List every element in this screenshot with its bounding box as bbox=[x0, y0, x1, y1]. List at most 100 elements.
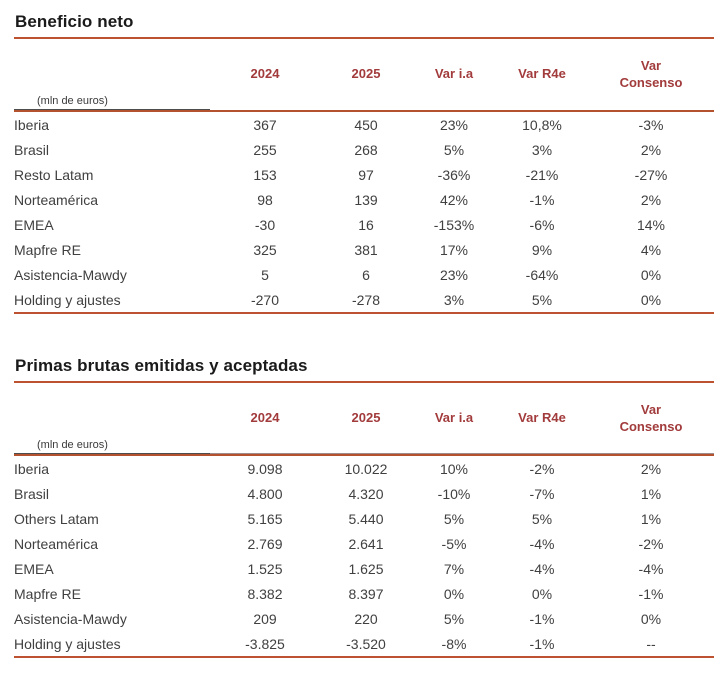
table-row: EMEA -30 16 -153% -6% 14% bbox=[14, 212, 714, 237]
cell-value: 23% bbox=[439, 116, 469, 133]
row-label: Brasil bbox=[14, 485, 50, 502]
cell-value: 8.382 bbox=[247, 585, 283, 602]
cell-value: 0% bbox=[531, 585, 553, 602]
cell-value: 1.525 bbox=[247, 560, 283, 577]
table-row: Resto Latam 153 97 -36% -21% -27% bbox=[14, 162, 714, 187]
cell-value: -153% bbox=[433, 216, 475, 233]
cell-value: 268 bbox=[354, 141, 378, 158]
cell-value: -8% bbox=[412, 631, 496, 658]
row-label: Brasil bbox=[14, 141, 50, 158]
cell-value: 10,8% bbox=[522, 116, 562, 133]
cell-value: -7% bbox=[529, 485, 555, 502]
cell-value: 9.098 bbox=[247, 460, 283, 477]
table-row: Holding y ajustes -270 -278 3% 5% 0% bbox=[14, 287, 714, 314]
column-header-2025: 2025 bbox=[320, 39, 412, 112]
table-row: EMEA 1.525 1.625 7% -4% -4% bbox=[14, 556, 714, 581]
cell-value: 450 bbox=[354, 116, 378, 133]
cell-value: -1% bbox=[529, 191, 555, 208]
table-body: Iberia 9.098 10.022 10% -2% 2% Brasil 4.… bbox=[14, 455, 714, 658]
cell-value: 1% bbox=[640, 485, 662, 502]
cell-value: -4% bbox=[529, 560, 555, 577]
row-label: Holding y ajustes bbox=[14, 287, 210, 314]
table-header: (mln de euros) 2024 2025 Var i.a Var R4e… bbox=[14, 383, 714, 456]
cell-value: 5% bbox=[531, 510, 553, 527]
cell-value: -1% bbox=[496, 631, 588, 658]
cell-value: 8.397 bbox=[348, 585, 384, 602]
cell-value: -30 bbox=[254, 216, 276, 233]
cell-value: 97 bbox=[358, 166, 374, 183]
table-row: Iberia 367 450 23% 10,8% -3% bbox=[14, 111, 714, 137]
cell-value: 5% bbox=[443, 510, 465, 527]
table-body: Iberia 367 450 23% 10,8% -3% Brasil 255 … bbox=[14, 111, 714, 314]
cell-value: 0% bbox=[443, 585, 465, 602]
cell-value: 6 bbox=[362, 266, 370, 283]
cell-value: 16 bbox=[358, 216, 374, 233]
cell-value: 0% bbox=[640, 266, 662, 283]
cell-value: 2% bbox=[640, 191, 662, 208]
column-header-2024: 2024 bbox=[210, 39, 320, 112]
cell-value: 255 bbox=[253, 141, 277, 158]
cell-value: -3.520 bbox=[320, 631, 412, 658]
table-row: Iberia 9.098 10.022 10% -2% 2% bbox=[14, 455, 714, 481]
section-primas-brutas: Primas brutas emitidas y aceptadas (mln … bbox=[14, 354, 714, 658]
table-row: Norteamérica 2.769 2.641 -5% -4% -2% bbox=[14, 531, 714, 556]
cell-value: 4.800 bbox=[247, 485, 283, 502]
table-row: Brasil 255 268 5% 3% 2% bbox=[14, 137, 714, 162]
cell-value: 2% bbox=[640, 460, 662, 477]
cell-value: -6% bbox=[529, 216, 555, 233]
column-header-var-r4e: Var R4e bbox=[496, 383, 588, 456]
cell-value: -2% bbox=[638, 535, 664, 552]
cell-value: 153 bbox=[253, 166, 277, 183]
cell-value: 1% bbox=[640, 510, 662, 527]
cell-value: 209 bbox=[253, 610, 277, 627]
row-label: Mapfre RE bbox=[14, 241, 81, 258]
cell-value: -1% bbox=[638, 585, 664, 602]
cell-value: 1.625 bbox=[348, 560, 384, 577]
cell-value: -270 bbox=[210, 287, 320, 314]
cell-value: 2.641 bbox=[348, 535, 384, 552]
cell-value: 0% bbox=[640, 610, 662, 627]
cell-value: 4% bbox=[640, 241, 662, 258]
row-label: Norteamérica bbox=[14, 191, 99, 208]
cell-value: 5.440 bbox=[348, 510, 384, 527]
row-label: Asistencia-Mawdy bbox=[14, 610, 127, 627]
cell-value: -5% bbox=[441, 535, 467, 552]
cell-value: -278 bbox=[320, 287, 412, 314]
row-label: Iberia bbox=[14, 460, 50, 477]
cell-value: 7% bbox=[443, 560, 465, 577]
row-label: Resto Latam bbox=[14, 166, 94, 183]
row-label: Asistencia-Mawdy bbox=[14, 266, 127, 283]
cell-value: 9% bbox=[531, 241, 553, 258]
row-label: Others Latam bbox=[14, 510, 99, 527]
cell-value: 325 bbox=[253, 241, 277, 258]
table-row: Mapfre RE 8.382 8.397 0% 0% -1% bbox=[14, 581, 714, 606]
cell-value: -3% bbox=[638, 116, 664, 133]
page: Beneficio neto (mln de euros) 2024 2025 … bbox=[14, 12, 714, 658]
cell-value: -3.825 bbox=[210, 631, 320, 658]
row-label: Norteamérica bbox=[14, 535, 99, 552]
table-row: Holding y ajustes -3.825 -3.520 -8% -1% … bbox=[14, 631, 714, 658]
cell-value: 42% bbox=[439, 191, 469, 208]
cell-value: 220 bbox=[354, 610, 378, 627]
cell-value: 23% bbox=[439, 266, 469, 283]
column-header-2024: 2024 bbox=[210, 383, 320, 456]
cell-value: 5% bbox=[443, 610, 465, 627]
row-label: Mapfre RE bbox=[14, 585, 81, 602]
cell-value: -36% bbox=[437, 166, 471, 183]
cell-value: 10.022 bbox=[344, 460, 388, 477]
column-header-var-consenso: Var Consenso bbox=[588, 39, 714, 112]
cell-value: 3% bbox=[412, 287, 496, 314]
table-header: (mln de euros) 2024 2025 Var i.a Var R4e… bbox=[14, 39, 714, 112]
cell-value: -4% bbox=[529, 535, 555, 552]
cell-value: 0% bbox=[588, 287, 714, 314]
cell-value: -10% bbox=[437, 485, 471, 502]
beneficio-neto-table: (mln de euros) 2024 2025 Var i.a Var R4e… bbox=[14, 39, 714, 314]
column-header-var-ia: Var i.a bbox=[412, 383, 496, 456]
cell-value: 2% bbox=[640, 141, 662, 158]
column-header-2025: 2025 bbox=[320, 383, 412, 456]
cell-value: 5% bbox=[496, 287, 588, 314]
table-row: Brasil 4.800 4.320 -10% -7% 1% bbox=[14, 481, 714, 506]
table-row: Asistencia-Mawdy 209 220 5% -1% 0% bbox=[14, 606, 714, 631]
table-title: Primas brutas emitidas y aceptadas bbox=[14, 354, 714, 383]
unit-label: (mln de euros) bbox=[14, 383, 210, 456]
